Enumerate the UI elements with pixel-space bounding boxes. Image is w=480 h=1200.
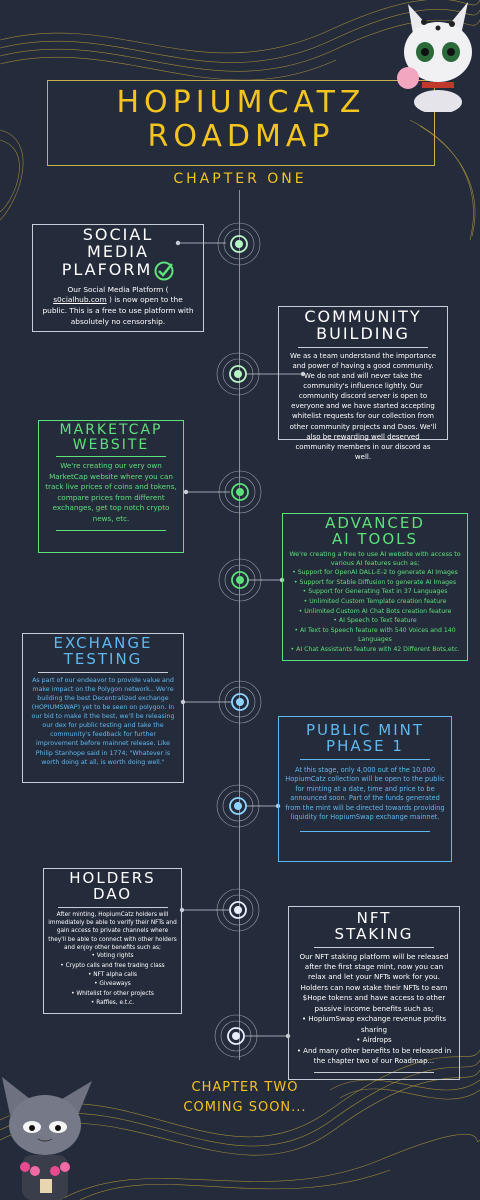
milestone-text: ) is now open to the public. This is a f… xyxy=(42,295,194,326)
milestone-social-media: SOCIAL MEDIA PLAFORM Our Social Media Pl… xyxy=(32,224,204,332)
milestone-title-line: EXCHANGE xyxy=(53,634,153,652)
list-item: And many other benefits to be released i… xyxy=(295,1046,453,1067)
timeline-node-1 xyxy=(217,222,261,266)
list-item: Giveaways xyxy=(48,980,177,989)
title-line-1: HOPIUMCATZ xyxy=(116,85,366,120)
check-circle-icon xyxy=(154,261,174,281)
milestone-title-line: HOLDERS xyxy=(69,869,156,887)
milestone-text: Our NFT staking platform will be release… xyxy=(299,951,449,1013)
milestone-title-line: MARKETCAP xyxy=(59,422,163,438)
list-item: HopiumSwap exchange revenue profits shar… xyxy=(295,1014,453,1035)
milestone-title-line: ADVANCED xyxy=(325,514,425,532)
milestone-title-line: SOCIAL xyxy=(82,225,154,244)
list-item: Airdrops xyxy=(295,1035,453,1046)
title-frame xyxy=(47,80,435,166)
milestone-holders-dao: HOLDERS DAO After minting, HopiumCatz ho… xyxy=(43,868,182,1014)
milestone-title-line: WEBSITE xyxy=(72,436,150,453)
list-item: Raffles, e.t.c. xyxy=(48,999,177,1008)
page-title: HOPIUMCATZ ROADMAP xyxy=(47,86,435,154)
milestone-title-line: BUILDING xyxy=(316,323,410,343)
footer-line-2: COMING SOON... xyxy=(183,1100,307,1115)
milestone-text: Our Social Media Platform ( xyxy=(67,284,169,294)
list-item: Crypto calls and free trading class xyxy=(48,962,177,971)
coming-soon: CHAPTER TWO COMING SOON... xyxy=(150,1078,340,1118)
timeline-line xyxy=(239,190,240,1060)
milestone-title-line: COMMUNITY xyxy=(304,307,422,326)
milestone-community-building: COMMUNITY BUILDING We as a team understa… xyxy=(278,306,448,461)
milestone-title-line: NFT xyxy=(356,909,392,927)
milestone-public-mint: PUBLIC MINT PHASE 1 At this stage, only … xyxy=(278,716,452,862)
list-item: AI Text to Speech feature with 540 Voice… xyxy=(287,626,463,645)
milestone-marketcap-website: MARKETCAP WEBSITE We're creating our ver… xyxy=(38,420,184,553)
list-item: Unlimited Custom Template creation featu… xyxy=(287,597,463,607)
milestone-text: As part of our endeavor to provide value… xyxy=(31,676,175,766)
milestone-advanced-ai-tools: ADVANCED AI TOOLS We're creating a free … xyxy=(282,513,468,661)
milestone-title-line: TESTING xyxy=(63,649,143,668)
title-line-2: ROADMAP xyxy=(147,119,335,154)
chapter-heading: CHAPTER ONE xyxy=(173,171,307,187)
milestone-text: At this stage, only 4,000 out of the 10,… xyxy=(285,765,445,822)
milestone-text: After minting, HopiumCatz holders will i… xyxy=(48,911,177,952)
milestone-title-line: PLAFORM xyxy=(61,260,153,280)
milestone-title-line: PHASE 1 xyxy=(326,736,404,755)
list-item: AI Chat Assistants feature with 42 Diffe… xyxy=(287,645,463,655)
list-item: Support for Generating Text in 37 Langua… xyxy=(287,587,463,597)
milestone-title-line: DAO xyxy=(92,884,133,903)
footer-line-1: CHAPTER TWO xyxy=(191,1080,299,1095)
social-link[interactable]: s0cialhub.com xyxy=(53,295,107,305)
list-item: Support for Stable Diffusion to generate… xyxy=(287,578,463,588)
timeline-node-6 xyxy=(216,784,260,828)
milestone-text: We as a team understand the importance a… xyxy=(289,351,437,461)
list-item: AI Speech to Text feature xyxy=(287,616,463,626)
milestone-title-line: MEDIA xyxy=(87,241,149,261)
milestone-text: We're creating our very own MarketCap we… xyxy=(45,461,177,523)
list-item: Whitelist for other projects xyxy=(48,990,177,999)
mascot-cat-top-icon xyxy=(397,2,472,112)
milestone-title-line: PUBLIC MINT xyxy=(305,721,425,739)
list-item: Support for OpenAI DALL-E-2 to generate … xyxy=(287,568,463,578)
list-item: Unlimited Custom AI Chat Bots creation f… xyxy=(287,607,463,617)
list-item: NFT alpha calls xyxy=(48,971,177,980)
milestone-title-line: STAKING xyxy=(334,924,414,943)
milestone-nft-staking: NFT STAKING Our NFT staking platform wil… xyxy=(288,906,460,1080)
list-item: Voting rights xyxy=(48,952,177,961)
milestone-title-line: AI TOOLS xyxy=(331,529,419,548)
mascot-cat-bottom-icon xyxy=(2,1077,92,1200)
milestone-exchange-testing: EXCHANGE TESTING As part of our endeavor… xyxy=(22,633,184,783)
milestone-text: We're creating a free to use AI website … xyxy=(289,549,461,567)
